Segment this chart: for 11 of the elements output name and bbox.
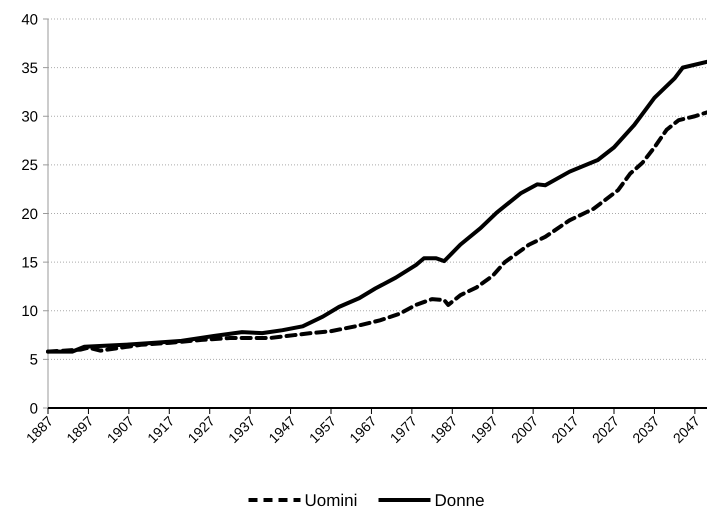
legend-label: Uomini (304, 490, 358, 510)
y-tick-label: 0 (30, 400, 38, 418)
y-tick-label: 5 (30, 352, 38, 369)
y-tick-label: 40 (21, 11, 38, 28)
y-tick-label: 25 (21, 157, 38, 174)
y-tick-label: 15 (21, 254, 38, 272)
y-tick-label: 20 (21, 206, 38, 223)
y-tick-label: 10 (21, 303, 38, 320)
y-tick-label: 35 (21, 60, 38, 77)
y-tick-label: 30 (21, 108, 38, 126)
legend-label: Donne (434, 490, 485, 510)
